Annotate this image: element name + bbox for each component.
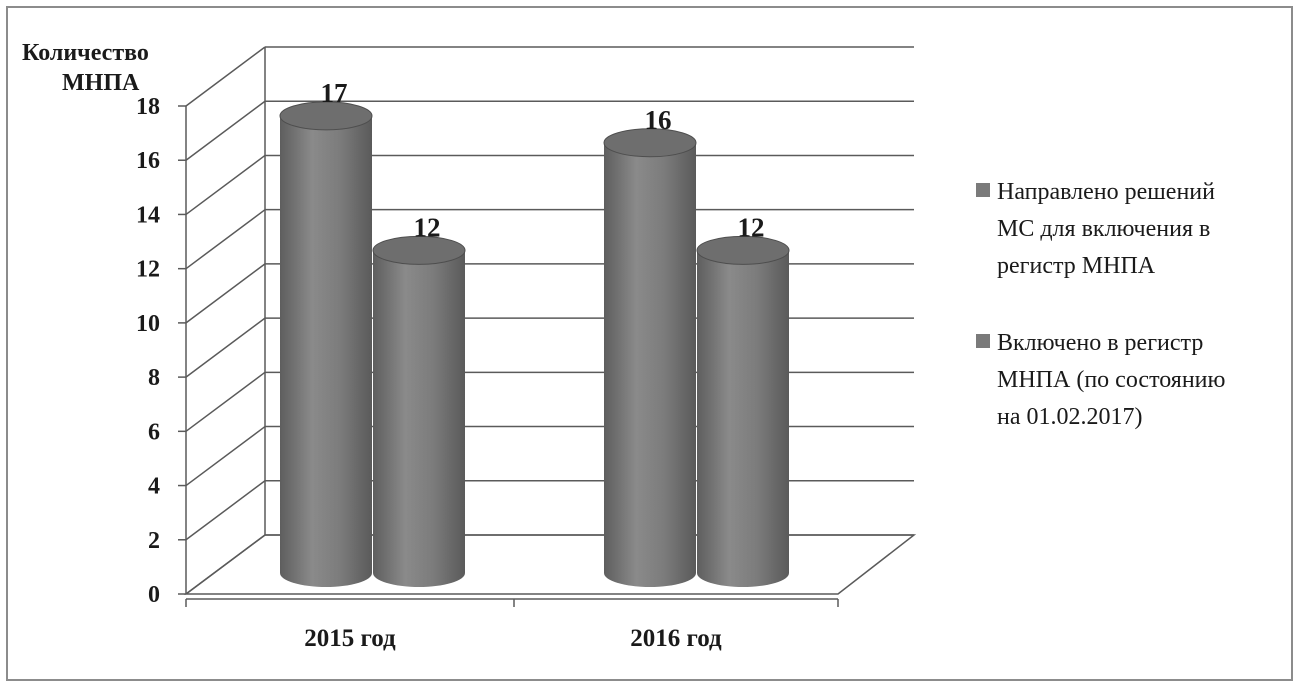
x-tick-labels: 2015 год 2016 год: [304, 625, 722, 652]
legend-swatch-series-2: [976, 334, 990, 348]
cylinder-body: [280, 115, 372, 587]
y-tick-labels: 0 2 4 6 8 10 12 14 16 18: [136, 94, 160, 608]
cylinder-top: [372, 235, 466, 265]
legend-label-line: МС для включения в: [997, 216, 1211, 242]
gridline-side: [185, 534, 266, 595]
legend-label-series-1: Направлено решений МС для включения в ре…: [997, 174, 1215, 285]
axes: [178, 47, 839, 607]
legend-item-series-1: Направлено решений МС для включения в ре…: [976, 174, 1296, 285]
legend-label-line: на 01.02.2017): [997, 404, 1143, 430]
gridline-side: [185, 371, 266, 432]
y-axis-title-line-1: Количество: [22, 40, 149, 66]
bars: [279, 101, 790, 588]
y-tick-label: 0: [148, 582, 160, 608]
legend-swatch-series-1: [976, 183, 990, 197]
y-axis-title: Количество МНПА: [22, 38, 222, 98]
x-tick-label: 2016 год: [630, 625, 722, 652]
y-tick-label: 10: [136, 311, 160, 337]
legend-label-line: Включено в регистр: [997, 330, 1204, 356]
cylinder-top: [696, 235, 790, 265]
data-label: 17: [321, 78, 348, 108]
cylinder-top: [603, 128, 697, 158]
y-tick-label: 2: [148, 528, 160, 554]
y-tick-label: 8: [148, 365, 160, 391]
gridline-side: [185, 425, 266, 487]
legend: Направлено решений МС для включения в ре…: [976, 174, 1296, 476]
data-label: 16: [645, 105, 672, 135]
gridline-side: [185, 209, 266, 270]
gridline-side: [185, 317, 266, 378]
gridline-side: [185, 46, 266, 107]
y-tick-label: 14: [136, 202, 160, 228]
data-labels: 17 12 16 12: [321, 78, 765, 242]
y-tick-label: 16: [136, 148, 160, 174]
y-tick-label: 18: [136, 94, 160, 120]
legend-label-line: МНПА (по состоянию: [997, 367, 1226, 393]
y-tick-label: 12: [136, 257, 160, 283]
cylinder-body: [697, 250, 789, 588]
legend-label-series-2: Включено в регистр МНПА (по состоянию на…: [997, 325, 1225, 436]
gridline-side: [185, 480, 266, 541]
cylinder-bar: [603, 128, 697, 587]
chart-plot: 0 2 4 6 8 10 12 14 16 18 17 12 16 12 2015 год 2016 го…: [136, 46, 917, 652]
y-tick-label: 4: [148, 474, 160, 500]
legend-item-series-2: Включено в регистр МНПА (по состоянию на…: [976, 325, 1296, 436]
cylinder-bar: [696, 235, 790, 588]
cylinder-bar: [279, 101, 373, 587]
legend-label-line: Направлено решений: [997, 179, 1215, 205]
gridline-side: [185, 263, 266, 324]
gridline-side: [185, 154, 266, 216]
cylinder-top: [279, 101, 373, 131]
data-label: 12: [738, 212, 765, 242]
cylinder-bar: [372, 235, 466, 588]
legend-label-line: регистр МНПА: [997, 253, 1156, 279]
data-label: 12: [414, 212, 441, 242]
x-tick-label: 2015 год: [304, 625, 396, 652]
cylinder-body: [373, 250, 465, 588]
chart-frame: 0 2 4 6 8 10 12 14 16 18 17 12 16 12 2015 год 2016 го…: [6, 6, 1293, 681]
y-axis-title-line-2: МНПА: [62, 70, 140, 96]
y-tick-label: 6: [148, 419, 160, 445]
gridline-side: [185, 100, 266, 161]
cylinder-body: [604, 142, 696, 587]
